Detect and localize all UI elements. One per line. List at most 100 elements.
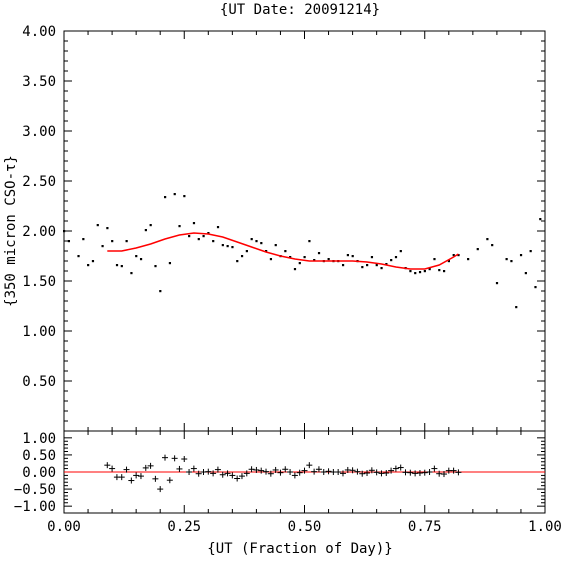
data-point [135, 255, 138, 258]
main-y-tick-label: 4.00 [22, 24, 56, 40]
data-point [438, 269, 441, 272]
residual-point [364, 470, 371, 477]
data-point [245, 250, 248, 253]
y-axis-label: {350 micron CSO-τ} [3, 155, 19, 307]
residual-point [455, 469, 462, 476]
data-point [149, 224, 152, 227]
data-point [524, 272, 527, 275]
residual-y-tick-label: 0.00 [22, 465, 56, 481]
residual-y-tick-label: −1.00 [14, 499, 56, 515]
data-point [491, 244, 494, 247]
residual-point [267, 470, 274, 477]
main-y-tick-label: 0.50 [22, 374, 56, 390]
data-point [409, 270, 412, 273]
data-point [519, 254, 523, 257]
residual-point [128, 477, 135, 484]
data-point [467, 258, 470, 261]
data-point [495, 282, 499, 285]
data-point [423, 270, 426, 273]
residual-point [162, 454, 169, 461]
main-y-tick-label: 2.50 [22, 174, 56, 190]
residual-point [296, 469, 303, 476]
data-point [284, 250, 287, 253]
residual-point [291, 472, 298, 479]
residual-point [311, 468, 318, 475]
data-point [366, 264, 369, 267]
data-point [447, 260, 450, 263]
residual-point [152, 475, 159, 482]
residual-point [450, 467, 457, 474]
residual-point [306, 462, 313, 469]
data-point [221, 244, 224, 247]
x-tick-labels: 0.00 0.25 0.50 0.75 1.00 [47, 519, 562, 535]
data-point [346, 254, 349, 257]
residual-point [282, 466, 289, 473]
data-point [197, 238, 200, 241]
main-y-tick-label: 3.50 [22, 74, 56, 90]
data-point [260, 242, 263, 245]
data-point [115, 264, 119, 267]
residual-point [109, 465, 116, 472]
data-point [183, 195, 186, 198]
residual-point [272, 466, 279, 473]
data-point [192, 222, 196, 225]
residual-point [229, 472, 236, 479]
residual-point [186, 469, 193, 475]
residual-point [325, 468, 332, 475]
main-y-tick-label: 1.00 [22, 324, 56, 340]
residual-y-tick-label: 0.50 [22, 448, 56, 464]
data-point [303, 256, 306, 259]
residual-y-tick-labels: 1.000.500.00−0.50−1.00 [14, 431, 56, 515]
residual-point [373, 469, 380, 476]
residual-point [359, 470, 366, 477]
residual-y-tick-label: 1.00 [22, 431, 56, 447]
data-point [375, 264, 378, 267]
x-axis-label: {UT (Fraction of Day)} [207, 541, 392, 557]
data-point [414, 272, 417, 275]
data-point [139, 258, 143, 261]
data-point [486, 238, 489, 241]
residual-point [104, 462, 111, 469]
data-point [226, 245, 229, 248]
residual-point [248, 466, 255, 473]
data-point [111, 240, 114, 243]
data-point [125, 240, 128, 243]
residual-point [171, 455, 178, 462]
main-y-tick-label: 2.00 [22, 224, 56, 240]
data-point [82, 238, 85, 241]
data-point [164, 196, 167, 199]
data-point [289, 256, 292, 259]
data-point [399, 250, 402, 253]
x-tick-label: 0.75 [408, 519, 442, 535]
residual-point [354, 468, 361, 475]
data-point [202, 235, 205, 238]
residual-point [368, 467, 375, 474]
data-point [308, 240, 311, 243]
residual-point [315, 466, 322, 473]
data-point [265, 250, 268, 253]
data-point [168, 262, 172, 265]
data-point [452, 254, 455, 257]
residual-axis-ticks [63, 431, 546, 513]
residual-point [392, 465, 399, 472]
data-point [341, 264, 345, 267]
residual-point [205, 468, 212, 475]
data-point [101, 245, 104, 248]
residual-point [166, 477, 173, 484]
data-point [476, 248, 479, 251]
data-point [212, 240, 215, 243]
data-point [67, 240, 71, 243]
data-point [240, 255, 244, 258]
data-point [515, 306, 518, 309]
data-point [231, 246, 234, 249]
residual-point [253, 466, 260, 473]
residual-point [190, 465, 197, 472]
data-point [418, 271, 422, 274]
residual-point [407, 469, 414, 476]
data-point [534, 286, 537, 289]
data-point [442, 270, 446, 273]
residual-point [277, 469, 284, 476]
data-point [130, 272, 133, 275]
residual-point [118, 474, 125, 481]
residual-data-points [104, 454, 462, 493]
